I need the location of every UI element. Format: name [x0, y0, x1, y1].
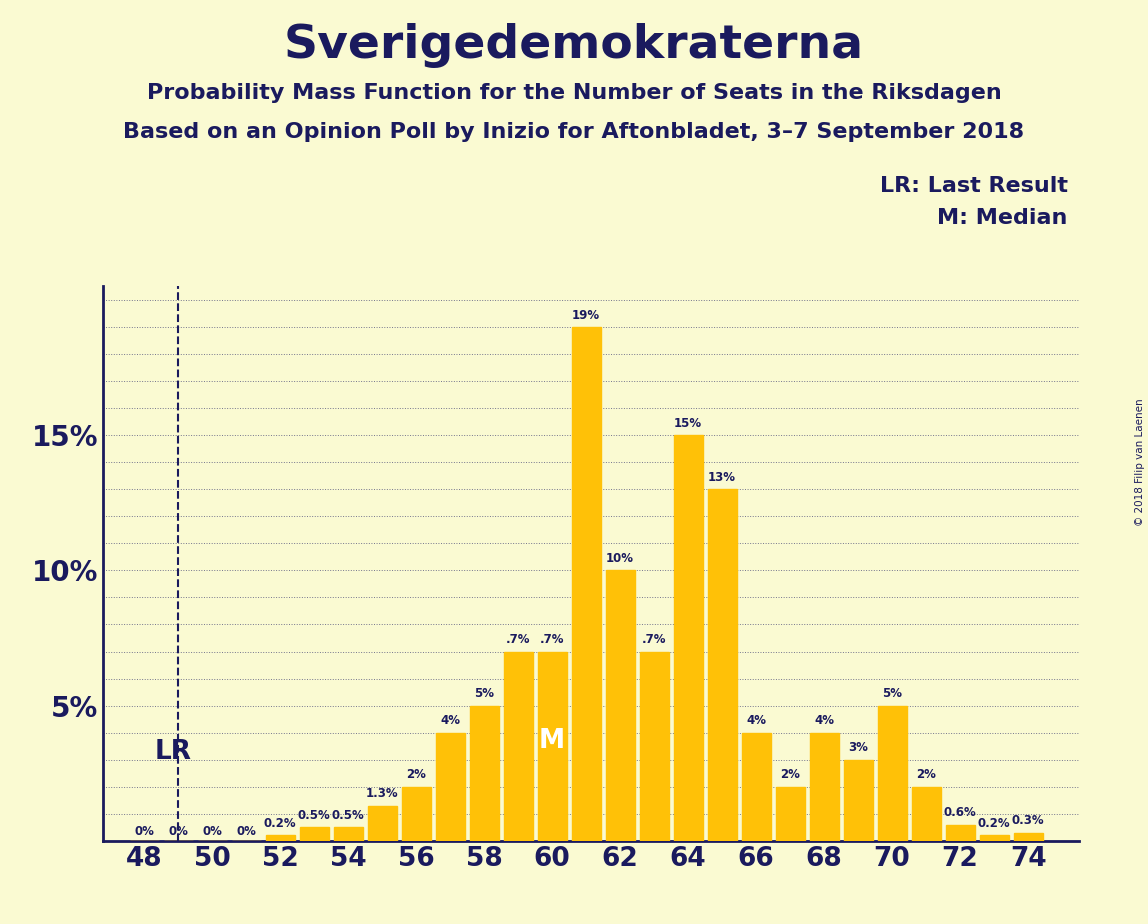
Text: LR: LR	[154, 739, 192, 765]
Text: 4%: 4%	[814, 714, 835, 727]
Text: 0.2%: 0.2%	[264, 817, 296, 830]
Bar	[504, 651, 533, 841]
Bar	[537, 651, 567, 841]
Text: 0%: 0%	[134, 825, 154, 838]
Text: 3%: 3%	[848, 741, 868, 754]
Text: 0.5%: 0.5%	[297, 808, 331, 822]
Text: LR: Last Result: LR: Last Result	[879, 176, 1068, 196]
Text: 2%: 2%	[781, 769, 800, 782]
Text: 13%: 13%	[708, 471, 736, 484]
Text: 2%: 2%	[916, 769, 936, 782]
Text: 10%: 10%	[606, 552, 634, 565]
Text: 0.5%: 0.5%	[332, 808, 365, 822]
Bar	[809, 733, 838, 841]
Text: 4%: 4%	[440, 714, 460, 727]
Bar	[572, 327, 600, 841]
Text: 0.2%: 0.2%	[978, 817, 1010, 830]
Bar	[674, 435, 703, 841]
Bar	[1014, 833, 1042, 841]
Bar	[334, 827, 363, 841]
Bar	[265, 835, 295, 841]
Bar	[979, 835, 1009, 841]
Bar	[402, 786, 430, 841]
Bar	[300, 827, 328, 841]
Text: .7%: .7%	[506, 633, 530, 646]
Text: 5%: 5%	[474, 687, 494, 700]
Text: 2%: 2%	[406, 769, 426, 782]
Text: M: M	[540, 728, 565, 754]
Text: 19%: 19%	[572, 309, 600, 322]
Text: © 2018 Filip van Laenen: © 2018 Filip van Laenen	[1135, 398, 1145, 526]
Text: Probability Mass Function for the Number of Seats in the Riksdagen: Probability Mass Function for the Number…	[147, 83, 1001, 103]
Bar	[946, 824, 975, 841]
Bar	[367, 806, 396, 841]
Text: 15%: 15%	[674, 417, 703, 430]
Text: 1.3%: 1.3%	[366, 787, 398, 800]
Bar	[844, 760, 872, 841]
Text: 0.3%: 0.3%	[1011, 814, 1045, 827]
Text: Based on an Opinion Poll by Inizio for Aftonbladet, 3–7 September 2018: Based on an Opinion Poll by Inizio for A…	[124, 122, 1024, 142]
Bar	[606, 570, 635, 841]
Bar	[470, 706, 498, 841]
Bar	[742, 733, 770, 841]
Text: M: Median: M: Median	[937, 208, 1068, 228]
Bar	[776, 786, 805, 841]
Text: 0%: 0%	[169, 825, 188, 838]
Bar	[639, 651, 668, 841]
Text: 4%: 4%	[746, 714, 766, 727]
Text: 0%: 0%	[202, 825, 222, 838]
Text: Sverigedemokraterna: Sverigedemokraterna	[284, 23, 864, 68]
Bar	[436, 733, 465, 841]
Text: 0.6%: 0.6%	[944, 807, 977, 820]
Bar	[878, 706, 907, 841]
Bar	[707, 490, 737, 841]
Text: 0%: 0%	[236, 825, 256, 838]
Text: .7%: .7%	[642, 633, 666, 646]
Text: .7%: .7%	[540, 633, 565, 646]
Bar	[912, 786, 940, 841]
Text: 5%: 5%	[882, 687, 902, 700]
